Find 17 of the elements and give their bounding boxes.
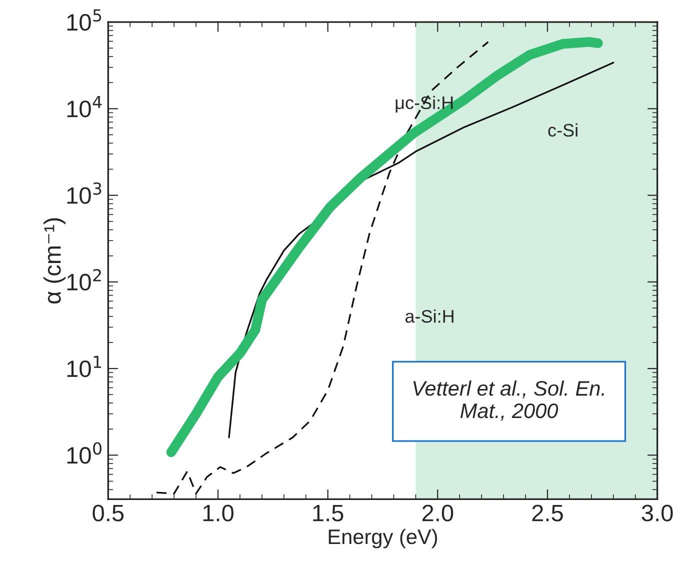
x-axis-title: Energy (eV) <box>328 528 438 548</box>
x-tick-label: 1.0 <box>203 504 234 522</box>
x-tick-label: 2.5 <box>532 504 563 522</box>
y-axis-title: α (cm⁻¹) <box>44 218 66 304</box>
y-tick-label: 10$^{3}$ <box>67 182 102 204</box>
text: a-Si:H <box>405 309 454 323</box>
y-tick-label: 10$^{0}$ <box>67 442 102 464</box>
series-label: c-Si <box>548 123 578 137</box>
y-tick-label: 10$^{1}$ <box>67 356 102 378</box>
y-tick-label: 10$^{5}$ <box>67 9 102 31</box>
y-tick-label: 10$^{4}$ <box>67 96 102 118</box>
x-tick-label: 2.0 <box>422 504 454 522</box>
x-tick-label: 0.5 <box>92 504 124 522</box>
x-tick-label: 3.0 <box>642 504 673 522</box>
y-tick-label: 10$^{2}$ <box>67 268 101 291</box>
x-tick-label: 1.5 <box>313 504 344 522</box>
annotation: Vetterl et al., Sol. En. Mat., 2000 <box>413 380 604 421</box>
